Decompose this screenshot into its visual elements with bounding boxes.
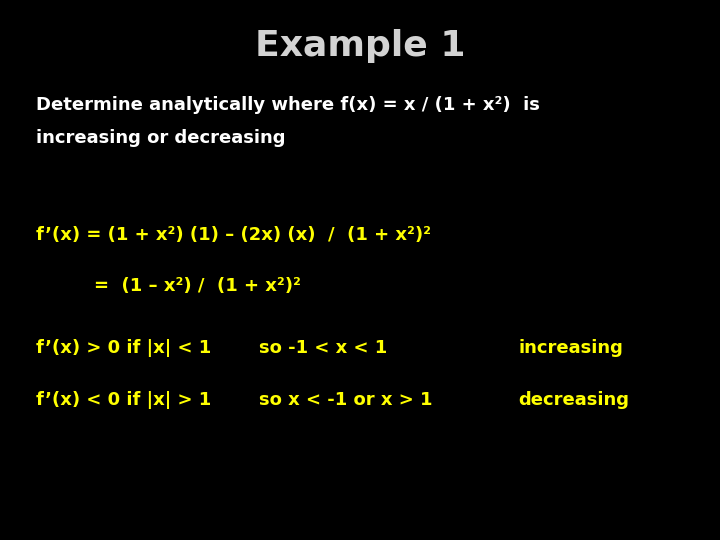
Text: decreasing: decreasing — [518, 390, 629, 409]
Text: so -1 < x < 1: so -1 < x < 1 — [259, 339, 387, 357]
Text: Example 1: Example 1 — [255, 29, 465, 63]
Text: f’(x) = (1 + x²) (1) – (2x) (x)  /  (1 + x²)²: f’(x) = (1 + x²) (1) – (2x) (x) / (1 + x… — [36, 226, 431, 244]
Text: increasing or decreasing: increasing or decreasing — [36, 129, 286, 147]
Text: f’(x) > 0 if |x| < 1: f’(x) > 0 if |x| < 1 — [36, 339, 211, 357]
Text: =  (1 – x²) /  (1 + x²)²: = (1 – x²) / (1 + x²)² — [94, 277, 300, 295]
Text: Determine analytically where f(x) = x / (1 + x²)  is: Determine analytically where f(x) = x / … — [36, 96, 540, 114]
Text: so x < -1 or x > 1: so x < -1 or x > 1 — [259, 390, 433, 409]
Text: increasing: increasing — [518, 339, 624, 357]
Text: f’(x) < 0 if |x| > 1: f’(x) < 0 if |x| > 1 — [36, 390, 211, 409]
